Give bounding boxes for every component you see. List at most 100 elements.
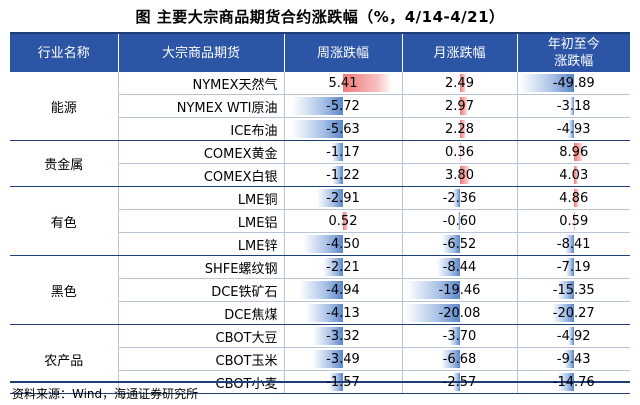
week-change-value: -1.17: [326, 144, 360, 160]
month-change-cell: 2.28: [402, 117, 518, 141]
ytd-change-value: -9.43: [556, 351, 591, 367]
table-row: 能源 NYMEX天然气 5.41 2.49 -49.89: [10, 72, 630, 141]
industry-cell: 黑色: [10, 255, 119, 325]
ytd-change-value: -3.18: [556, 98, 591, 114]
week-change-bar: [313, 327, 343, 345]
week-change-bar: [292, 120, 343, 138]
week-change-cell: -2.91: [284, 186, 403, 210]
ytd-change-value: 4.03: [559, 167, 589, 183]
commodity-name-cell: CBOT玉米: [118, 347, 285, 371]
ytd-change-cell: -3.18: [517, 94, 630, 118]
week-change-bar: [316, 189, 343, 207]
month-change-cell: -0.60: [402, 209, 518, 233]
month-change-cell: -6.52: [402, 232, 518, 256]
month-change-value: 0.36: [445, 144, 474, 160]
table-row: CBOT玉米 -3.49 -6.68 -9.43: [10, 347, 630, 371]
week-change-value: -3.49: [326, 351, 360, 367]
week-change-bar: [332, 166, 343, 184]
top-rule: [10, 32, 630, 34]
ytd-change-bar: [573, 189, 579, 207]
ytd-change-cell: 4.03: [517, 163, 630, 187]
week-change-bar: [311, 350, 343, 368]
month-change-value: -6.68: [442, 351, 477, 367]
header-commodity: 大宗商品期货: [118, 34, 285, 72]
week-change-bar: [343, 212, 348, 230]
week-change-value: -4.13: [326, 305, 360, 321]
ytd-change-value: -20.27: [552, 305, 595, 321]
ytd-change-bar: [573, 143, 584, 161]
ytd-change-value: -4.92: [556, 328, 591, 344]
week-change-bar: [291, 97, 343, 115]
week-change-value: -5.72: [326, 98, 360, 114]
commodity-name-cell: LME锌: [118, 232, 285, 256]
commodity-name-cell: COMEX黄金: [118, 140, 285, 164]
month-change-value: -8.44: [442, 259, 477, 275]
ytd-change-cell: -7.19: [517, 255, 630, 279]
week-change-value: -4.50: [326, 236, 360, 252]
commodity-name-cell: COMEX白银: [118, 163, 285, 187]
week-change-value: -4.94: [326, 282, 360, 298]
table-row: ICE布油 -5.63 2.28 -4.93: [10, 117, 630, 141]
commodity-name-cell: CBOT大豆: [118, 324, 285, 348]
month-change-value: -2.57: [442, 374, 477, 390]
month-change-bar: [441, 235, 460, 253]
ytd-change-value: 8.96: [559, 144, 589, 160]
ytd-change-cell: -20.27: [517, 301, 630, 325]
ytd-change-value: -8.41: [556, 236, 591, 252]
week-change-value: -1.22: [326, 167, 360, 183]
week-change-cell: -3.32: [284, 324, 403, 348]
commodity-name-cell: NYMEX天然气: [118, 72, 285, 95]
header-ytd-change: 年初至今 涨跌幅: [517, 34, 630, 72]
week-change-bar: [298, 281, 343, 299]
ytd-change-bar: [568, 327, 574, 345]
week-change-cell: -3.49: [284, 347, 403, 371]
ytd-change-value: -4.93: [556, 121, 591, 137]
month-change-cell: -20.08: [402, 301, 518, 325]
ytd-change-bar: [557, 281, 574, 299]
month-change-value: -6.52: [442, 236, 477, 252]
week-change-value: 5.41: [328, 75, 358, 91]
ytd-change-bar: [573, 166, 579, 184]
week-change-cell: -4.13: [284, 301, 403, 325]
commodity-name-cell: LME铜: [118, 186, 285, 210]
month-change-bar: [405, 304, 460, 322]
ytd-change-cell: 8.96: [517, 140, 630, 164]
ytd-change-cell: -4.92: [517, 324, 630, 348]
month-change-value: -20.08: [438, 305, 481, 321]
week-change-cell: -4.94: [284, 278, 403, 302]
commodity-name-cell: SHFE螺纹钢: [118, 255, 285, 279]
month-change-cell: -3.70: [402, 324, 518, 348]
month-change-cell: -2.36: [402, 186, 518, 210]
ytd-change-bar: [570, 97, 574, 115]
week-change-cell: -2.21: [284, 255, 403, 279]
industry-cell: 贵金属: [10, 140, 119, 187]
ytd-change-cell: 4.86: [517, 186, 630, 210]
table-row: 黑色 SHFE螺纹钢 -2.21 -8.44 -7.19: [10, 255, 630, 325]
week-change-bar: [323, 258, 343, 276]
month-change-bar: [453, 189, 460, 207]
header-industry: 行业名称: [10, 34, 119, 72]
month-change-cell: 2.49: [402, 72, 518, 95]
month-change-cell: 0.36: [402, 140, 518, 164]
table-row: DCE铁矿石 -4.94 -19.46 -15.35: [10, 278, 630, 302]
industry-cell: 有色: [10, 186, 119, 256]
week-change-value: -1.57: [326, 374, 360, 390]
month-change-cell: 3.80: [402, 163, 518, 187]
month-change-bar: [459, 74, 467, 92]
bottom-rule: [10, 381, 630, 383]
week-change-bar: [305, 304, 343, 322]
ytd-change-bar: [551, 304, 574, 322]
ytd-change-value: -7.19: [556, 259, 591, 275]
table-row: 贵金属 COMEX黄金 -1.17 0.36 8.96: [10, 140, 630, 187]
table-row: LME锌 -4.50 -6.52 -8.41: [10, 232, 630, 256]
month-change-bar: [449, 327, 460, 345]
month-change-bar: [459, 120, 466, 138]
table-row: 农产品 CBOT大豆 -3.32 -3.70 -4.92: [10, 324, 630, 394]
month-change-cell: 2.97: [402, 94, 518, 118]
month-change-value: -0.60: [442, 213, 477, 229]
ytd-change-bar: [564, 235, 574, 253]
table-row: NYMEX WTI原油 -5.72 2.97 -3.18: [10, 94, 630, 118]
table-row: DCE焦煤 -4.13 -20.08 -20.27: [10, 301, 630, 325]
ytd-change-bar: [573, 212, 575, 230]
month-change-value: 2.97: [445, 98, 474, 114]
